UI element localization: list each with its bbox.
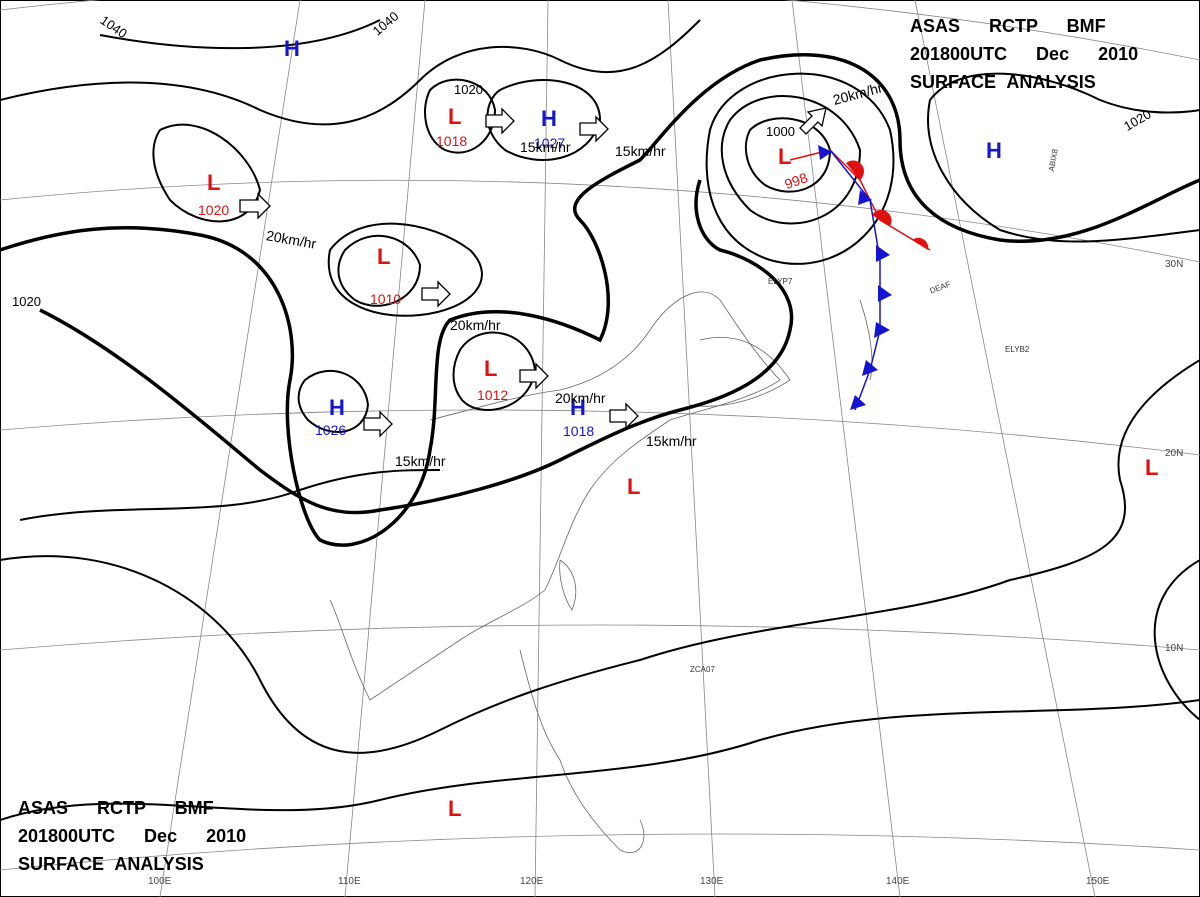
front — [789, 145, 931, 411]
grid-label: 20N — [1165, 448, 1183, 459]
grid-label: 100E — [148, 876, 172, 887]
center-symbol: L — [448, 104, 461, 129]
grid-label: 130E — [700, 876, 724, 887]
center-pressure: 1027 — [534, 135, 565, 151]
title-line: ASAS RCTP BMF — [18, 798, 214, 818]
grid-label: 110E — [338, 876, 361, 887]
station-id: ZCA07 — [690, 665, 715, 674]
center-pressure: 1018 — [563, 423, 594, 439]
isobar-label: 1020 — [12, 294, 41, 309]
center-symbol: L — [627, 474, 640, 499]
center-symbol: H — [570, 395, 586, 420]
title-line: 201800UTC Dec 2010 — [18, 826, 246, 846]
center-symbol: L — [484, 356, 497, 381]
grid-label: 30N — [1165, 259, 1183, 270]
station-id: ELYP7 — [768, 277, 793, 286]
title-line: 201800UTC Dec 2010 — [910, 44, 1138, 64]
center-symbol: L — [778, 144, 791, 169]
motion-label: 20km/hr — [450, 317, 501, 333]
grid-label: 150E — [1086, 876, 1110, 887]
center-symbol: H — [329, 395, 345, 420]
motion-label: 20km/hr — [555, 390, 606, 406]
title-line: SURFACE ANALYSIS — [910, 72, 1096, 92]
motion-label: 15km/hr — [395, 453, 446, 469]
center-pressure: 1010 — [370, 291, 401, 307]
center-pressure: 998 — [782, 169, 810, 192]
center-pressure: 1020 — [198, 202, 229, 218]
isobar-label: 1020 — [454, 82, 483, 97]
grid-label: 10N — [1165, 643, 1183, 654]
station-id: ELYB2 — [1005, 345, 1030, 354]
center-symbol: H — [284, 36, 300, 61]
center-pressure: 1018 — [436, 133, 467, 149]
center-pressure: 1026 — [315, 422, 346, 438]
coastline — [329, 291, 873, 853]
title-line: SURFACE ANALYSIS — [18, 854, 204, 874]
center-symbol: L — [1145, 455, 1158, 480]
motion-label: 15km/hr — [520, 139, 571, 155]
station-id: ABIX8 — [1047, 148, 1060, 172]
isobar-label: 1000 — [766, 124, 795, 139]
motion-label: 15km/hr — [646, 433, 697, 449]
motion-label: 15km/hr — [615, 143, 666, 159]
grid-label: 120E — [520, 876, 544, 887]
center-pressure: 1012 — [477, 387, 508, 403]
title-line: ASAS RCTP BMF — [910, 16, 1106, 36]
center-symbol: L — [377, 244, 390, 269]
center-symbol: H — [541, 106, 557, 131]
center-symbol: L — [207, 170, 220, 195]
grid-label: 140E — [886, 876, 910, 887]
center-symbol: L — [448, 796, 461, 821]
motion-arrows — [239, 107, 827, 438]
center-symbol: H — [986, 138, 1002, 163]
